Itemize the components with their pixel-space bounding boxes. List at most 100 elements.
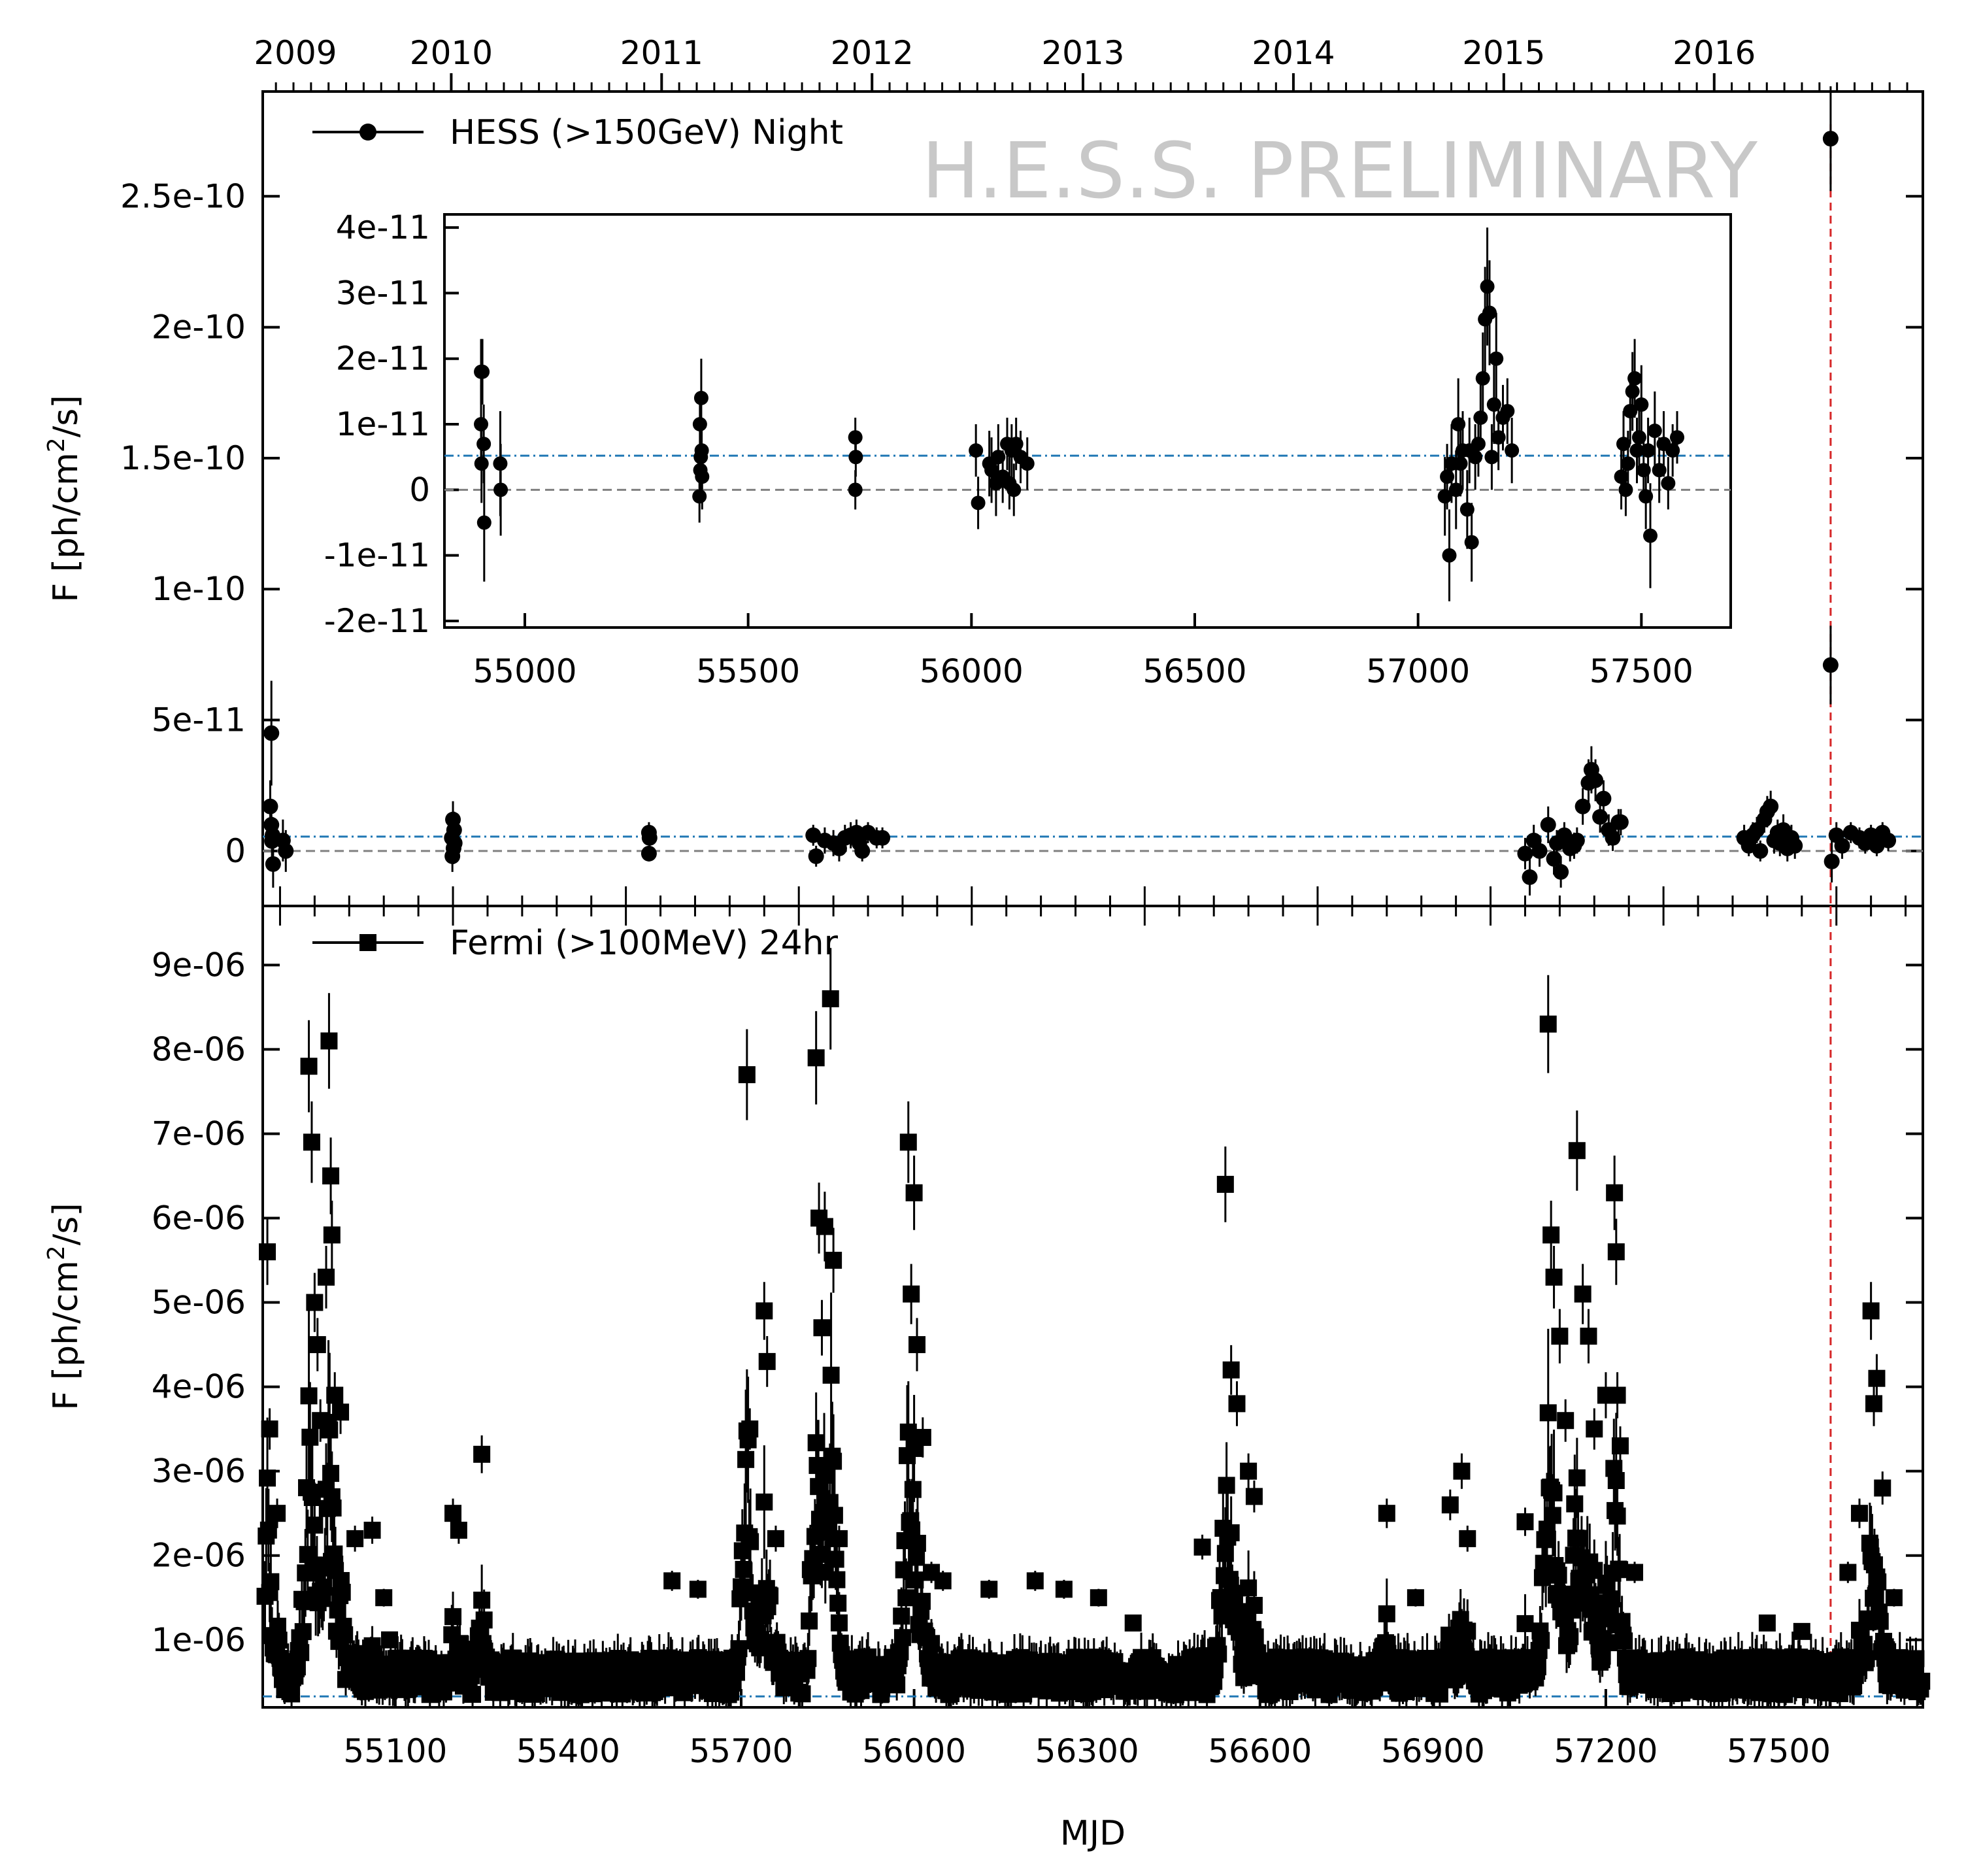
fermi-data-point xyxy=(1459,1530,1476,1547)
fermi-data-point xyxy=(324,1499,342,1517)
hess-y-axis-label: F [ph/cm2/s] xyxy=(43,395,86,602)
fermi-data-point xyxy=(1055,1581,1073,1598)
inset-data-point xyxy=(1475,371,1490,386)
hess-data-point xyxy=(278,843,294,859)
inset-data-point xyxy=(1500,403,1515,418)
fermi-x-tick-label: 55400 xyxy=(516,1732,620,1770)
fermi-data-point xyxy=(799,1650,817,1667)
fermi-data-point xyxy=(1378,1505,1395,1522)
fermi-data-point xyxy=(758,1352,776,1370)
fermi-data-point xyxy=(1246,1628,1264,1646)
fermi-data-point xyxy=(1206,1661,1224,1679)
fermi-data-point xyxy=(893,1607,910,1625)
fermi-data-point xyxy=(980,1581,998,1598)
fermi-data-point xyxy=(730,1640,748,1658)
fermi-data-point xyxy=(893,1629,911,1647)
hess-data-point xyxy=(641,829,658,846)
fermi-x-tick-label: 56300 xyxy=(1035,1732,1139,1770)
inset-data-point xyxy=(1484,450,1499,465)
fermi-data-point xyxy=(308,1336,326,1354)
inset-data-point xyxy=(1489,351,1504,366)
hess-y-tick-label: 2e-10 xyxy=(152,309,246,346)
fermi-data-point xyxy=(1407,1589,1424,1607)
inset-x-tick-label: 55000 xyxy=(473,652,576,690)
fermi-y-tick-label: 2e-06 xyxy=(152,1537,246,1575)
fermi-data-point xyxy=(1124,1614,1142,1632)
fermi-legend: Fermi (>100MeV) 24hr xyxy=(312,924,839,963)
inset-reference-lines xyxy=(444,454,1731,491)
inset-data-point xyxy=(1453,456,1468,471)
fermi-data-point xyxy=(1608,1386,1626,1404)
inset-data-point xyxy=(1464,535,1479,550)
fermi-data-point xyxy=(1580,1328,1597,1345)
fermi-data-point xyxy=(1539,1015,1557,1033)
fermi-ticks: 1e-06 2e-06 3e-06 4e-06 5e-06 6e-06 7e-06 8e-06… xyxy=(152,946,1923,1770)
fermi-data-point xyxy=(294,1623,312,1641)
hess-data-point xyxy=(1569,832,1585,848)
fermi-data-point xyxy=(737,1450,755,1468)
hess-panel: 2009 2010 2011 2012 2013 2014 2015 2016 0 5e-11 1… xyxy=(43,34,1924,926)
fermi-data-point xyxy=(315,1579,333,1596)
fermi-x-tick-label: 56900 xyxy=(1381,1732,1485,1770)
inset-y-tick-label: 1e-11 xyxy=(336,405,430,443)
fermi-data-point xyxy=(897,1589,915,1607)
fermi-data-point xyxy=(825,1452,842,1470)
fermi-data-point xyxy=(1869,1573,1887,1591)
hess-legend-label: HESS (>150GeV) Night xyxy=(450,113,843,152)
fermi-data-point xyxy=(1586,1420,1603,1438)
fermi-data-point xyxy=(259,1521,277,1539)
fermi-data-point xyxy=(1529,1658,1546,1676)
hess-data-point xyxy=(1595,790,1612,807)
fermi-data-point xyxy=(813,1319,831,1337)
fermi-data-point xyxy=(312,1412,329,1430)
fermi-data-point xyxy=(306,1516,324,1534)
fermi-data-point xyxy=(1544,1507,1561,1524)
fermi-legend-label: Fermi (>100MeV) 24hr xyxy=(450,924,839,963)
fermi-data-point xyxy=(1557,1412,1574,1430)
fermi-data-point xyxy=(1913,1672,1931,1690)
inset-x-tick-label: 57000 xyxy=(1366,652,1470,690)
fermi-x-tick-label: 57200 xyxy=(1554,1732,1658,1770)
fermi-data-point xyxy=(1875,1632,1893,1650)
fermi-panel: 1e-06 2e-06 3e-06 4e-06 5e-06 6e-06 7e-06 8e-06… xyxy=(43,905,1931,1853)
fermi-data-point xyxy=(908,1535,926,1552)
hess-data-point xyxy=(1880,832,1897,848)
inset-data-point xyxy=(476,515,492,530)
fermi-data-point xyxy=(829,1594,847,1612)
inset-data-point xyxy=(1625,384,1640,399)
hess-data-point xyxy=(1605,829,1621,846)
hess-data-point xyxy=(1588,772,1604,788)
hess-data-point xyxy=(1787,837,1803,854)
fermi-data-point xyxy=(1090,1589,1107,1607)
fermi-data-point xyxy=(828,1571,846,1588)
inset-data-point xyxy=(848,450,863,465)
hess-data-point xyxy=(1522,869,1538,885)
fermi-data-point xyxy=(1240,1462,1258,1480)
hess-data-point xyxy=(641,845,657,862)
fermi-data-point xyxy=(689,1581,707,1598)
fermi-data-point xyxy=(464,1686,482,1703)
year-axis: 2009 2010 2011 2012 2013 2014 2015 2016 xyxy=(254,34,1908,92)
fermi-data-point xyxy=(300,1387,318,1405)
inset-data-point xyxy=(1670,430,1684,445)
fermi-data-point xyxy=(807,1434,825,1452)
hess-reference-lines xyxy=(263,124,1923,906)
inset-data-point xyxy=(1442,548,1457,563)
year-tick-label: 2015 xyxy=(1462,34,1545,72)
fermi-data-point xyxy=(375,1589,393,1607)
fermi-data-point xyxy=(444,1608,462,1626)
inset-data-point xyxy=(1629,443,1644,458)
fermi-data-point xyxy=(1551,1328,1569,1345)
fermi-y-tick-label: 6e-06 xyxy=(152,1199,246,1237)
fermi-data-point xyxy=(1026,1572,1044,1590)
hess-data-point xyxy=(875,829,891,846)
hess-data-point xyxy=(1556,827,1573,843)
inset-y-tick-label: 2e-11 xyxy=(336,340,430,378)
hess-data-point xyxy=(1822,657,1839,673)
fermi-data-point xyxy=(1245,1597,1263,1615)
fermi-y-axis-label: F [ph/cm2/s] xyxy=(43,1203,86,1410)
inset-data-point xyxy=(1480,279,1495,294)
fermi-x-tick-label: 55700 xyxy=(689,1732,793,1770)
fermi-data-point xyxy=(1245,1488,1263,1505)
